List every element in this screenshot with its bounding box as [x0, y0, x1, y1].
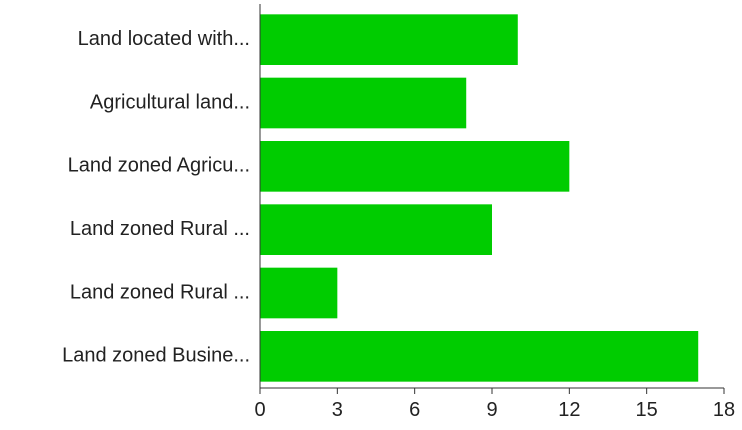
x-tick-label-18: 18 [713, 399, 735, 421]
category-labels-group: Land located with... Agricultural land...… [62, 28, 250, 367]
bar-3 [260, 141, 570, 192]
category-label-6: Land zoned Busine... [62, 345, 250, 367]
x-tick-label-15: 15 [636, 399, 658, 421]
category-label-1: Land located with... [78, 28, 250, 50]
bar-2 [260, 77, 467, 129]
bar-1 [260, 14, 518, 66]
category-label-3: Land zoned Agricu... [68, 155, 250, 177]
x-ticks-group: 0 3 6 9 12 15 18 [254, 388, 735, 421]
x-tick-label-9: 9 [486, 399, 497, 421]
category-label-5: Land zoned Rural ... [70, 281, 250, 303]
bar-5 [260, 267, 338, 319]
category-label-2: Agricultural land... [90, 91, 250, 113]
bar-4 [260, 204, 492, 255]
x-tick-label-0: 0 [254, 399, 265, 421]
bars-group [260, 14, 699, 382]
x-tick-label-3: 3 [332, 399, 343, 421]
bar-6 [260, 331, 699, 382]
category-label-4: Land zoned Rural ... [70, 218, 250, 240]
x-tick-label-12: 12 [558, 399, 580, 421]
x-tick-label-6: 6 [409, 399, 420, 421]
